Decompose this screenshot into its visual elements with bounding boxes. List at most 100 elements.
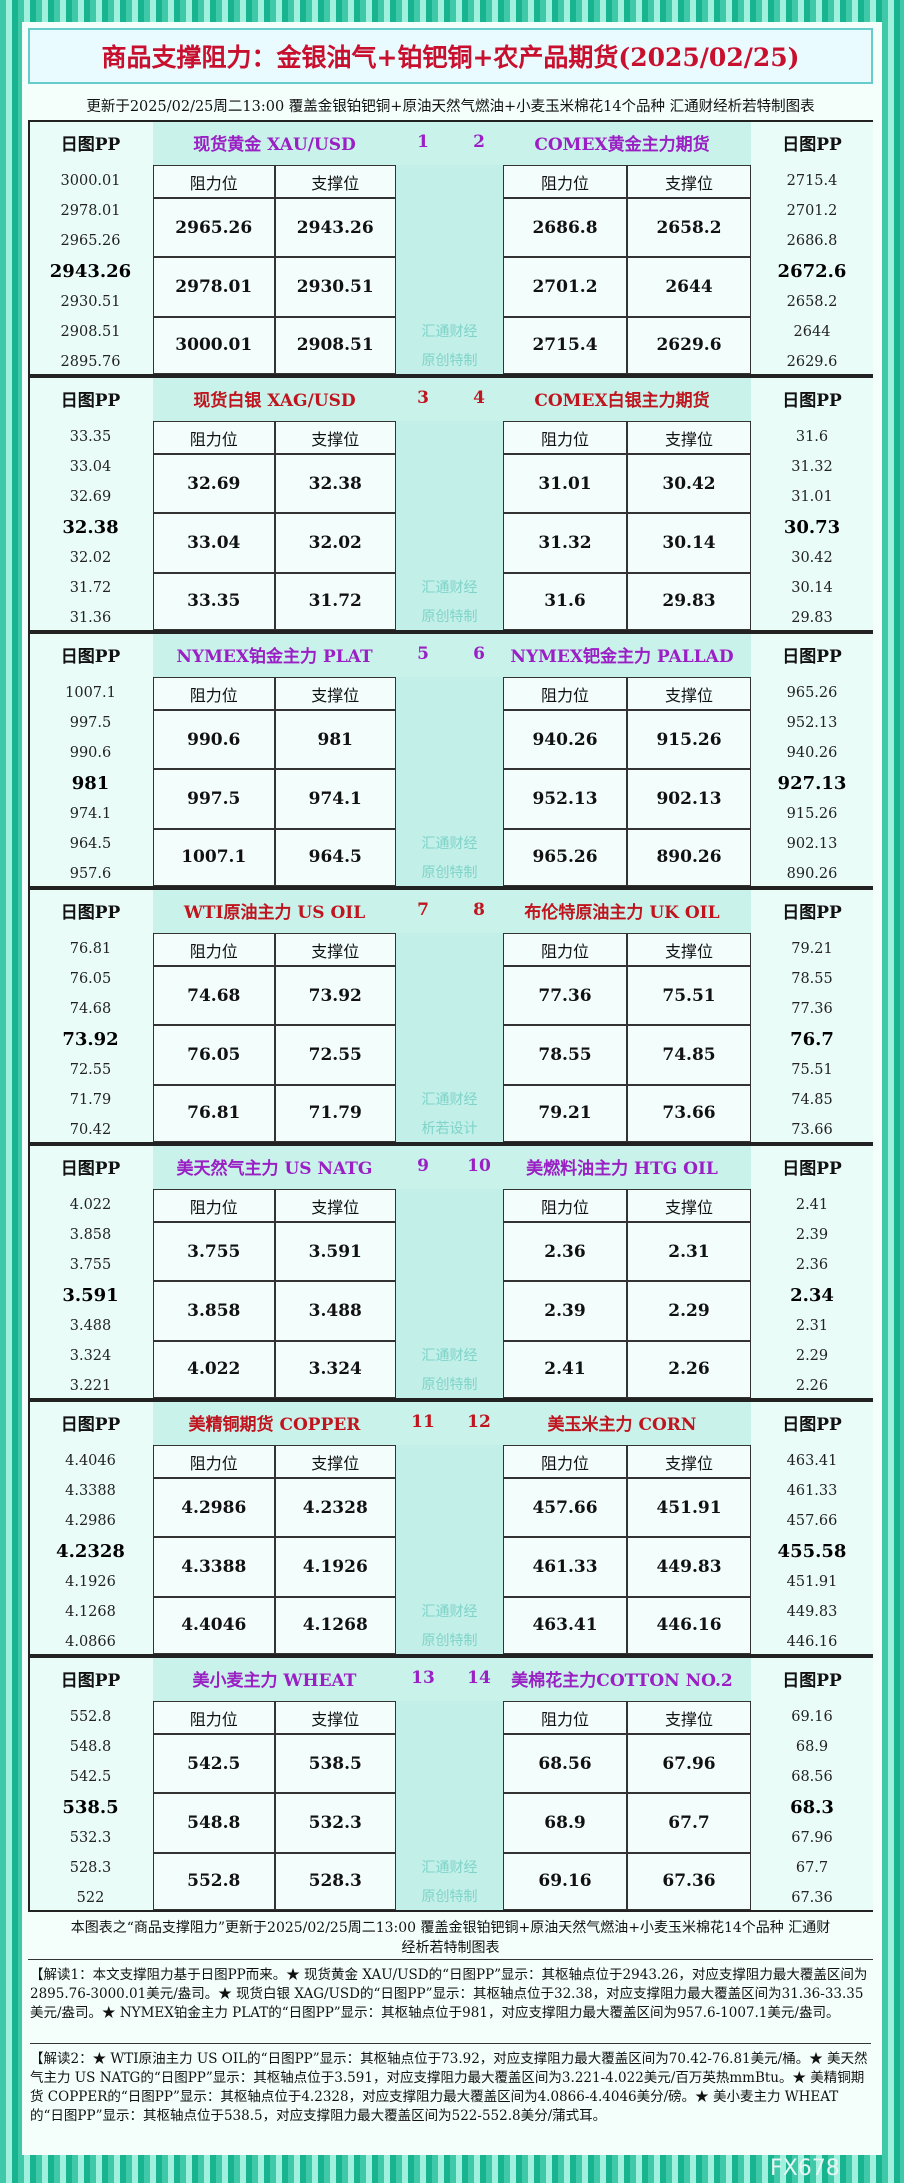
pp-value: 74.68 [69, 1001, 112, 1018]
instrument-number: 3 [417, 388, 429, 408]
resistance-value: 68.9 [503, 1793, 627, 1853]
resistance-value: 457.66 [503, 1478, 627, 1538]
pp-value: 67.36 [791, 1890, 833, 1907]
pp-header: 日图PP [60, 1670, 121, 1691]
pp-value: 31.72 [69, 580, 112, 596]
pp-value: 446.16 [786, 1634, 838, 1651]
support-value: 2.31 [627, 1222, 751, 1282]
table-header: 支撑位 [627, 1189, 751, 1222]
resistance-value: 4.2986 [153, 1478, 275, 1538]
pp-header: 日图PP [782, 134, 842, 155]
pp-value: 915.26 [786, 805, 838, 822]
support-value: 73.66 [627, 1084, 751, 1142]
interpretation: 【解读1：本文支撑阻力基于日图PP而来。★ 现货黄金 XAU/USD的“日图PP… [30, 1966, 871, 2044]
pp-header: 日图PP [60, 902, 121, 923]
watermark-text: 原创特制 [421, 1377, 478, 1393]
watermark-text: 汇通财经 [421, 1348, 478, 1364]
instrument-name: 布伦特原油主力 UK OIL [524, 902, 720, 923]
pp-value: 32.38 [62, 517, 119, 539]
pp-value: 69.16 [791, 1709, 833, 1725]
instrument-number: 4 [473, 388, 485, 408]
pp-value: 3.221 [69, 1378, 112, 1395]
pp-header: 日图PP [782, 902, 842, 923]
watermark-text: 原创特制 [421, 353, 478, 369]
instrument-number: 1 [417, 132, 429, 152]
instrument-name: COMEX白银主力期货 [534, 390, 710, 411]
support-value: 451.91 [627, 1478, 751, 1538]
instrument-number: 2 [473, 132, 485, 152]
instrument-name: 美小麦主力 WHEAT [192, 1670, 357, 1691]
support-value: 2644 [627, 257, 751, 317]
resistance-value: 3000.01 [153, 316, 275, 374]
resistance-value: 3.858 [153, 1281, 275, 1341]
resistance-value: 31.6 [503, 572, 627, 630]
pp-value: 548.8 [69, 1739, 112, 1756]
pp-value: 2686.8 [786, 233, 838, 250]
footer-note: 本图表之“商品支撑阻力”更新于2025/02/25周二13:00 覆盖金银铂钯铜… [28, 1914, 873, 1960]
instrument-name: 现货黄金 XAU/USD [193, 134, 356, 155]
table-header: 支撑位 [627, 1701, 751, 1734]
instrument-name: 美精铜期货 COPPER [188, 1414, 361, 1435]
pp-value: 2701.2 [786, 203, 838, 220]
watermark-text: 原创特制 [421, 609, 478, 625]
pp-value: 3000.01 [60, 173, 121, 189]
pp-value: 990.6 [69, 745, 112, 762]
pp-value: 4.0866 [65, 1634, 116, 1651]
resistance-value: 542.5 [153, 1734, 275, 1794]
pp-value: 2978.01 [60, 203, 121, 220]
pp-value: 2908.51 [60, 324, 121, 340]
instrument-name: 美天然气主力 US NATG [176, 1158, 373, 1179]
pp-value: 552.8 [69, 1709, 112, 1725]
pp-value: 78.55 [791, 971, 833, 988]
pp-value: 31.36 [69, 610, 112, 627]
table-header: 阻力位 [153, 933, 275, 966]
instrument-number: 13 [411, 1668, 435, 1688]
pp-value: 32.69 [69, 489, 112, 506]
pp-value: 68.9 [795, 1739, 829, 1756]
resistance-value: 33.35 [153, 572, 275, 630]
pp-value: 73.66 [791, 1122, 833, 1139]
resistance-value: 461.33 [503, 1537, 627, 1597]
watermark-text: 原创特制 [421, 1889, 478, 1905]
pp-value: 957.6 [69, 866, 112, 883]
support-value: 30.42 [627, 454, 751, 514]
pp-header: 日图PP [60, 134, 121, 155]
pp-header: 日图PP [782, 646, 842, 667]
pp-value: 4.2986 [65, 1513, 116, 1530]
watermark-text: 原创特制 [421, 1633, 478, 1649]
instrument-number: 14 [467, 1668, 491, 1688]
table-header: 支撑位 [274, 421, 396, 454]
support-value: 72.55 [274, 1025, 396, 1085]
resistance-value: 4.3388 [153, 1537, 275, 1597]
pp-value: 2715.4 [786, 173, 838, 189]
pp-value: 30.73 [783, 517, 841, 539]
support-value: 4.1926 [274, 1537, 396, 1597]
table-header: 支撑位 [274, 165, 396, 198]
pp-column [30, 378, 153, 630]
pp-value: 3.755 [69, 1257, 112, 1274]
resistance-value: 552.8 [153, 1852, 275, 1910]
resistance-value: 4.4046 [153, 1596, 275, 1654]
table-header: 支撑位 [627, 421, 751, 454]
pp-column [30, 1402, 153, 1654]
watermark-text: 原创特制 [421, 865, 478, 881]
support-value: 29.83 [627, 572, 751, 630]
support-value: 73.92 [274, 966, 396, 1026]
table-header: 阻力位 [153, 677, 275, 710]
pp-column [751, 890, 873, 1142]
support-value: 915.26 [627, 710, 751, 770]
support-value: 449.83 [627, 1537, 751, 1597]
resistance-value: 76.81 [153, 1084, 275, 1142]
pp-value: 33.04 [69, 459, 112, 476]
pp-value: 74.85 [791, 1092, 833, 1108]
pp-column [751, 1146, 873, 1398]
pp-value: 4.2328 [56, 1541, 125, 1563]
instrument-number: 5 [417, 644, 429, 664]
resistance-value: 2.36 [503, 1222, 627, 1282]
resistance-value: 78.55 [503, 1025, 627, 1085]
resistance-value: 4.022 [153, 1340, 275, 1398]
pp-value: 2943.26 [49, 261, 132, 283]
instrument-name: NYMEX铂金主力 PLAT [176, 646, 373, 667]
pp-value: 70.42 [69, 1122, 112, 1139]
pp-value: 2.34 [790, 1285, 834, 1307]
